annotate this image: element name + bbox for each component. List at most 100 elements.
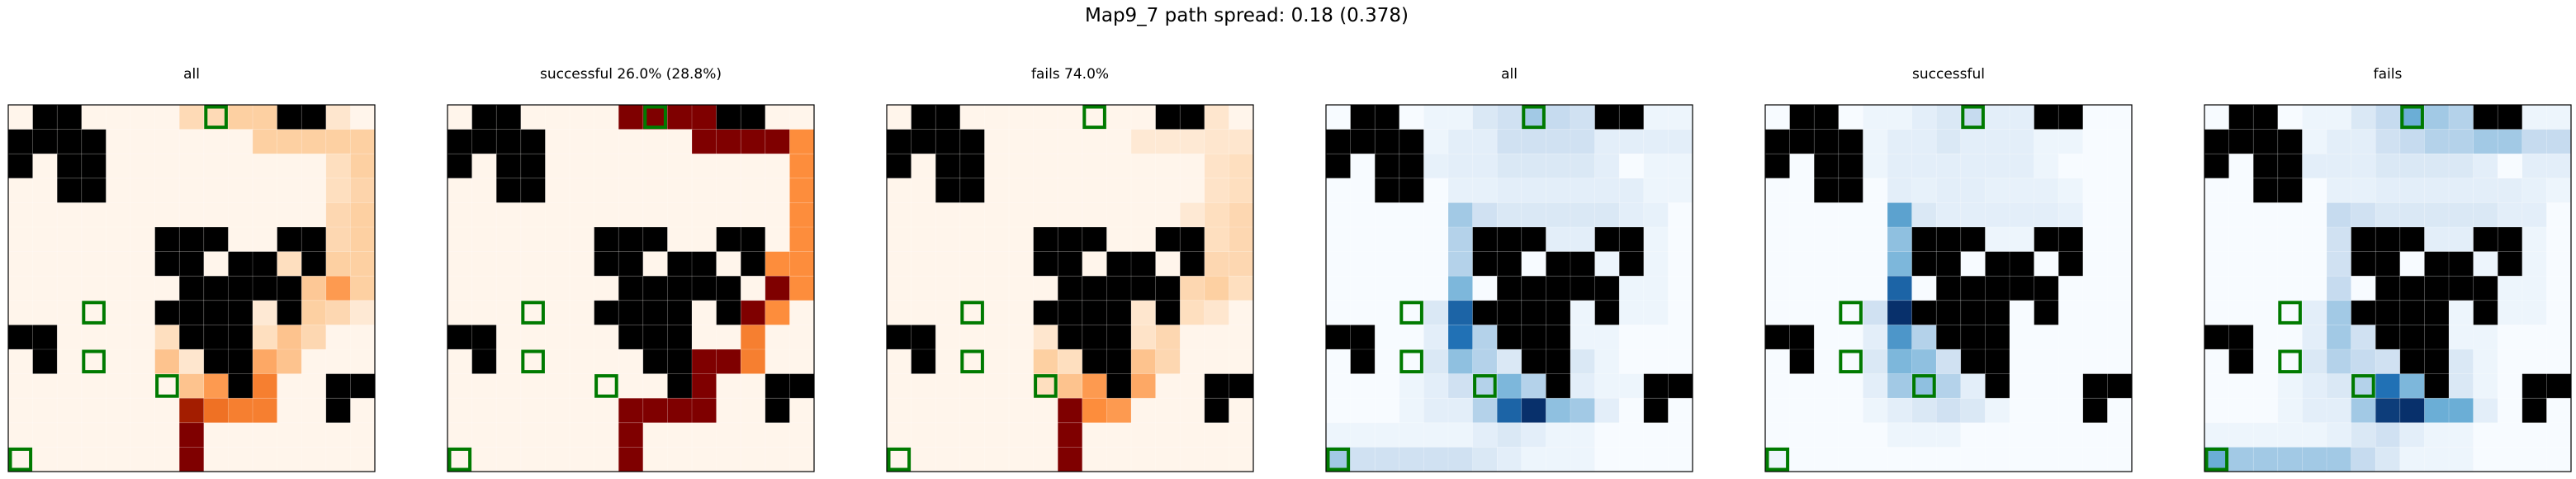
wall-cell: [2278, 178, 2303, 203]
wall-cell: [1546, 276, 1570, 301]
wall-cell: [472, 105, 497, 130]
heatmap-cell: [253, 349, 277, 374]
heatmap-cell: [253, 130, 277, 154]
wall-cell: [1106, 301, 1131, 325]
wall-cell: [179, 301, 204, 325]
wall-cell: [618, 325, 643, 349]
heatmap-cell: [2498, 301, 2522, 325]
heatmap-cell: [1644, 227, 1669, 252]
heatmap-cell: [1522, 178, 1546, 203]
wall-cell: [1765, 130, 1790, 154]
heatmap-cell: [765, 276, 790, 301]
heatmap-cell: [1619, 178, 1644, 203]
wall-cell: [1595, 105, 1620, 130]
wall-cell: [1936, 301, 1961, 325]
wall-cell: [667, 349, 692, 374]
wall-cell: [1570, 276, 1595, 301]
wall-cell: [2400, 276, 2425, 301]
heatmap-cell: [2034, 130, 2059, 154]
heatmap-cell: [741, 349, 765, 374]
heatmap-cell: [2010, 178, 2034, 203]
wall-cell: [717, 276, 741, 301]
heatmap-cell: [1058, 447, 1082, 472]
wall-cell: [447, 130, 472, 154]
heatmap-cell: [2449, 325, 2474, 349]
heatmap-cell: [1570, 374, 1595, 399]
wall-cell: [960, 154, 985, 178]
heatmap-cell: [2302, 349, 2327, 374]
wall-cell: [717, 227, 741, 252]
wall-cell: [887, 325, 912, 349]
heatmap-cell: [1912, 130, 1937, 154]
wall-cell: [1326, 130, 1351, 154]
wall-cell: [57, 130, 82, 154]
heatmap-cell: [1887, 227, 1912, 252]
wall-cell: [1985, 276, 2010, 301]
heatmap-cell: [1034, 349, 1058, 374]
heatmap-cell: [1887, 105, 1912, 130]
panel-title: all: [183, 66, 200, 83]
heatmap-cell: [2424, 398, 2449, 423]
heatmap-cell: [1522, 398, 1546, 423]
heatmap-cell: [1985, 202, 2010, 227]
heatmap-cell: [1644, 130, 1669, 154]
heatmap-cell: [789, 202, 814, 227]
wall-cell: [301, 252, 326, 277]
heatmap-cell: [2474, 252, 2498, 277]
heatmap-cell: [1423, 130, 1448, 154]
heatmap-cell: [1473, 447, 1498, 472]
wall-cell: [765, 398, 790, 423]
heatmap-cell: [2278, 374, 2303, 399]
wall-cell: [1375, 130, 1399, 154]
wall-cell: [2424, 325, 2449, 349]
heatmap-cell: [1887, 202, 1912, 227]
heatmap-cell: [1595, 374, 1620, 399]
wall-cell: [1790, 105, 1815, 130]
heatmap-cell: [1644, 154, 1669, 178]
heatmap-cell: [1985, 398, 2010, 423]
heatmap-cell: [2424, 227, 2449, 252]
heatmap-cell: [2474, 202, 2498, 227]
heatmap-cell: [1497, 178, 1522, 203]
heatmap-cell: [1595, 349, 1620, 374]
heatmap-cell: [2278, 447, 2303, 472]
heatmap-cell: [1570, 398, 1595, 423]
heatmap-cell: [1985, 154, 2010, 178]
heatmap-cell: [1863, 325, 1887, 349]
wall-cell: [1595, 227, 1620, 252]
heatmap-cell: [765, 301, 790, 325]
wall-cell: [1106, 374, 1131, 399]
panels-group: all successful 26.0% (28.8%) fails 74.0% al…: [8, 66, 2571, 472]
heatmap-cell: [1180, 276, 1205, 301]
heatmap-cell: [2375, 154, 2400, 178]
wall-cell: [155, 227, 180, 252]
heatmap-cell: [1205, 276, 1229, 301]
wall-cell: [472, 325, 497, 349]
wall-cell: [2034, 227, 2059, 252]
wall-cell: [1082, 227, 1107, 252]
heatmap-cell: [1887, 178, 1912, 203]
wall-cell: [179, 227, 204, 252]
heatmap-cell: [1595, 130, 1620, 154]
wall-cell: [1082, 325, 1107, 349]
panel-title: fails 74.0%: [1031, 66, 1109, 83]
wall-cell: [496, 105, 521, 130]
wall-cell: [350, 374, 375, 399]
heatmap-cell: [618, 423, 643, 448]
heatmap-cell: [643, 398, 668, 423]
wall-cell: [2375, 227, 2400, 252]
heatmap-cell: [1570, 105, 1595, 130]
heatmap-cell: [1423, 398, 1448, 423]
wall-cell: [1473, 227, 1498, 252]
heatmap-cell: [1546, 202, 1570, 227]
heatmap-cell: [2546, 178, 2571, 203]
heatmap-cell: [179, 447, 204, 472]
heatmap-cell: [1229, 252, 1253, 277]
heatmap-cell: [1497, 130, 1522, 154]
heatmap-cell: [1595, 252, 1620, 277]
heatmap-cell: [2351, 202, 2376, 227]
wall-cell: [2083, 374, 2108, 399]
wall-cell: [253, 276, 277, 301]
wall-cell: [2424, 276, 2449, 301]
heatmap-cell: [2302, 154, 2327, 178]
